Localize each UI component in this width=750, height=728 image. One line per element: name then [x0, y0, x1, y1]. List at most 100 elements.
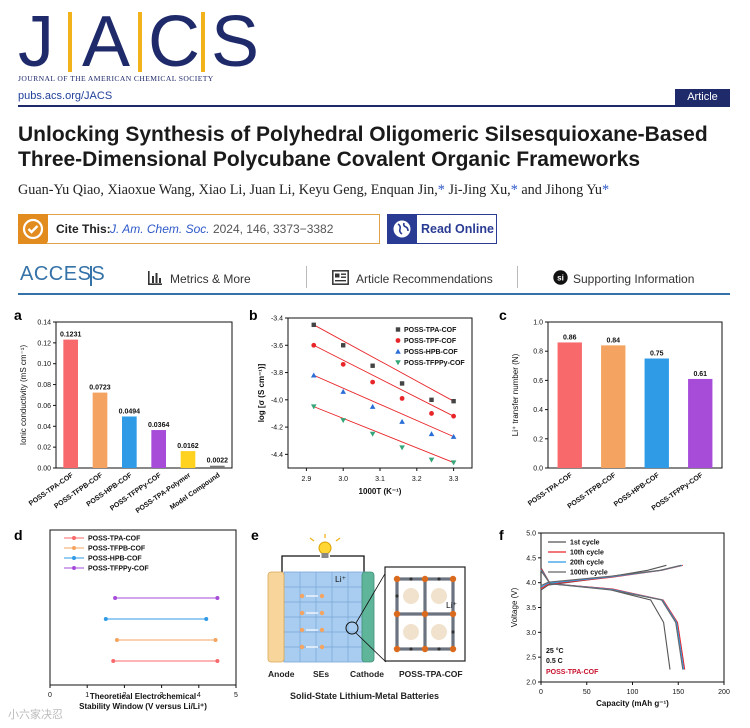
x-tick-label: 200 — [718, 689, 730, 696]
x-tick-label: POSS-TFPB-COF — [53, 471, 104, 510]
data-point — [310, 404, 317, 410]
access-divider — [90, 266, 92, 286]
x-tick-label: 1 — [85, 692, 89, 699]
x-tick-label: 3.1 — [375, 476, 385, 483]
corresponding-mark[interactable]: * — [602, 182, 610, 198]
corresponding-mark[interactable]: * — [437, 182, 445, 198]
window-endpoint — [113, 596, 118, 600]
y-tick-label: 1.0 — [533, 320, 543, 327]
panel-label-b: b — [249, 307, 258, 323]
access-label: ACCESS — [20, 263, 106, 285]
plot-frame — [55, 321, 233, 469]
panel-label-c: c — [499, 307, 507, 323]
window-endpoint — [213, 638, 218, 642]
bar — [92, 392, 108, 468]
legend-marker — [72, 536, 76, 540]
window-endpoint — [215, 659, 220, 663]
legend-marker — [72, 546, 76, 550]
check-circle-icon — [18, 214, 48, 244]
journal-url-link[interactable]: pubs.acs.org/JACS — [18, 90, 113, 102]
y-axis-label: log [σ (S cm⁻¹)] — [257, 363, 266, 422]
li-ion-arrows — [299, 593, 325, 650]
data-point — [395, 348, 401, 354]
li-plus-label: Li⁺ — [335, 574, 347, 584]
data-label: 0.75 — [650, 351, 664, 358]
x-tick-label: POSS-TFPB-COF — [567, 471, 618, 510]
y-tick-label: -3.6 — [271, 343, 283, 350]
data-label: 0.86 — [563, 334, 577, 341]
legend-entry: POSS-TFPPy-COF — [88, 566, 149, 573]
menu-separator — [306, 266, 307, 288]
x-tick-label: 0 — [539, 689, 543, 696]
discharge-curve — [540, 570, 684, 670]
y-tick-label: 0.14 — [37, 320, 51, 327]
jacs-logo: J A C S — [18, 4, 256, 82]
data-point — [310, 372, 317, 378]
x-tick-label: Model Compound — [169, 472, 221, 512]
data-label: 0.0022 — [207, 458, 229, 465]
y-tick-label: -4.2 — [271, 425, 283, 432]
y-axis-label: Li⁺ transfer number (N) — [511, 353, 520, 436]
data-point — [395, 360, 401, 366]
zoom-circle — [345, 621, 359, 635]
data-point — [399, 396, 405, 401]
x-tick-label: 3.2 — [412, 476, 422, 483]
data-label: 0.61 — [693, 371, 707, 378]
header-divider — [18, 105, 730, 107]
data-point — [428, 431, 435, 437]
data-point — [395, 327, 401, 332]
panel-label-d: d — [14, 527, 23, 543]
bar-chart-icon — [148, 271, 162, 285]
author-list: Guan-Yu Qiao, Xiaoxue Wang, Xiao Li, Jua… — [18, 182, 738, 199]
read-online-label: Read Online — [421, 222, 494, 236]
zoom-line — [355, 632, 387, 663]
data-point — [395, 338, 401, 343]
x-axis-label: Theoretical Electrochemical — [90, 692, 196, 701]
svg-text:A: A — [82, 4, 130, 82]
data-point — [340, 388, 346, 394]
x-tick-label: 3.3 — [449, 476, 459, 483]
watermark: 小六家决忍 — [8, 709, 63, 721]
cof-framework-structure — [393, 575, 457, 653]
x-tick-label: 4 — [197, 692, 201, 699]
x-tick-label: POSS-TFPPy-COF — [109, 471, 163, 512]
ses-label: SEs — [313, 669, 329, 679]
supporting-information-link[interactable]: Supporting Information — [573, 272, 695, 286]
graphical-figure: a b c d e f 0.000.020.040.060.080.100.12… — [14, 307, 730, 711]
data-point — [450, 460, 457, 466]
metrics-more-link[interactable]: Metrics & More — [170, 272, 251, 286]
data-point — [370, 379, 376, 385]
x-tick-label: 2.9 — [302, 476, 312, 483]
x-tick-label: POSS-TPA-Polymer — [135, 472, 193, 515]
y-tick-label: -3.8 — [271, 370, 283, 377]
bar — [601, 345, 626, 468]
window-endpoint — [204, 617, 209, 621]
x-tick-label: POSS-TPA-COF — [527, 471, 575, 507]
authors-main: Guan-Yu Qiao, Xiaoxue Wang, Xiao Li, Jua… — [18, 182, 438, 198]
y-tick-label: 0.8 — [533, 349, 543, 356]
x-tick-label: POSS-HPB-COF — [613, 471, 662, 508]
y-tick-label: 0.0 — [533, 466, 543, 473]
y-tick-label: 0.04 — [37, 424, 51, 431]
data-label: 0.0162 — [177, 443, 199, 450]
panel-label-a: a — [14, 307, 22, 323]
plot-frame — [547, 321, 723, 469]
annotation-rate: 0.5 C — [546, 658, 563, 665]
chart-b-arrhenius: 2.9 3.0 3.1 3.2 3.3 -3.4 -3.6 -3.8 -4.0 -4.2 -4.4 1… — [257, 316, 473, 496]
article-title: Unlocking Synthesis of Polyhedral Oligom… — [18, 123, 708, 171]
article-recommendations-link[interactable]: Article Recommendations — [356, 272, 493, 286]
bar — [151, 430, 166, 468]
legend-entry: POSS-TPA-COF — [88, 536, 141, 543]
y-tick-label: 0.02 — [37, 445, 51, 452]
journal-name: JOURNAL OF THE AMERICAN CHEMICAL SOCIETY — [18, 74, 214, 83]
y-tick-label: 3.0 — [526, 630, 536, 637]
x-axis-label: 1000T (K⁻¹) — [359, 487, 402, 496]
x-tick-label: 5 — [234, 692, 238, 699]
legend-entry: POSS-TFPB-COF — [88, 546, 146, 553]
data-point — [428, 457, 435, 463]
bar — [644, 358, 669, 468]
corresponding-mark[interactable]: * — [510, 182, 518, 198]
data-point — [399, 381, 405, 386]
cite-details: 2024, 146, 3373−3382 — [212, 222, 334, 236]
data-point — [451, 413, 456, 419]
